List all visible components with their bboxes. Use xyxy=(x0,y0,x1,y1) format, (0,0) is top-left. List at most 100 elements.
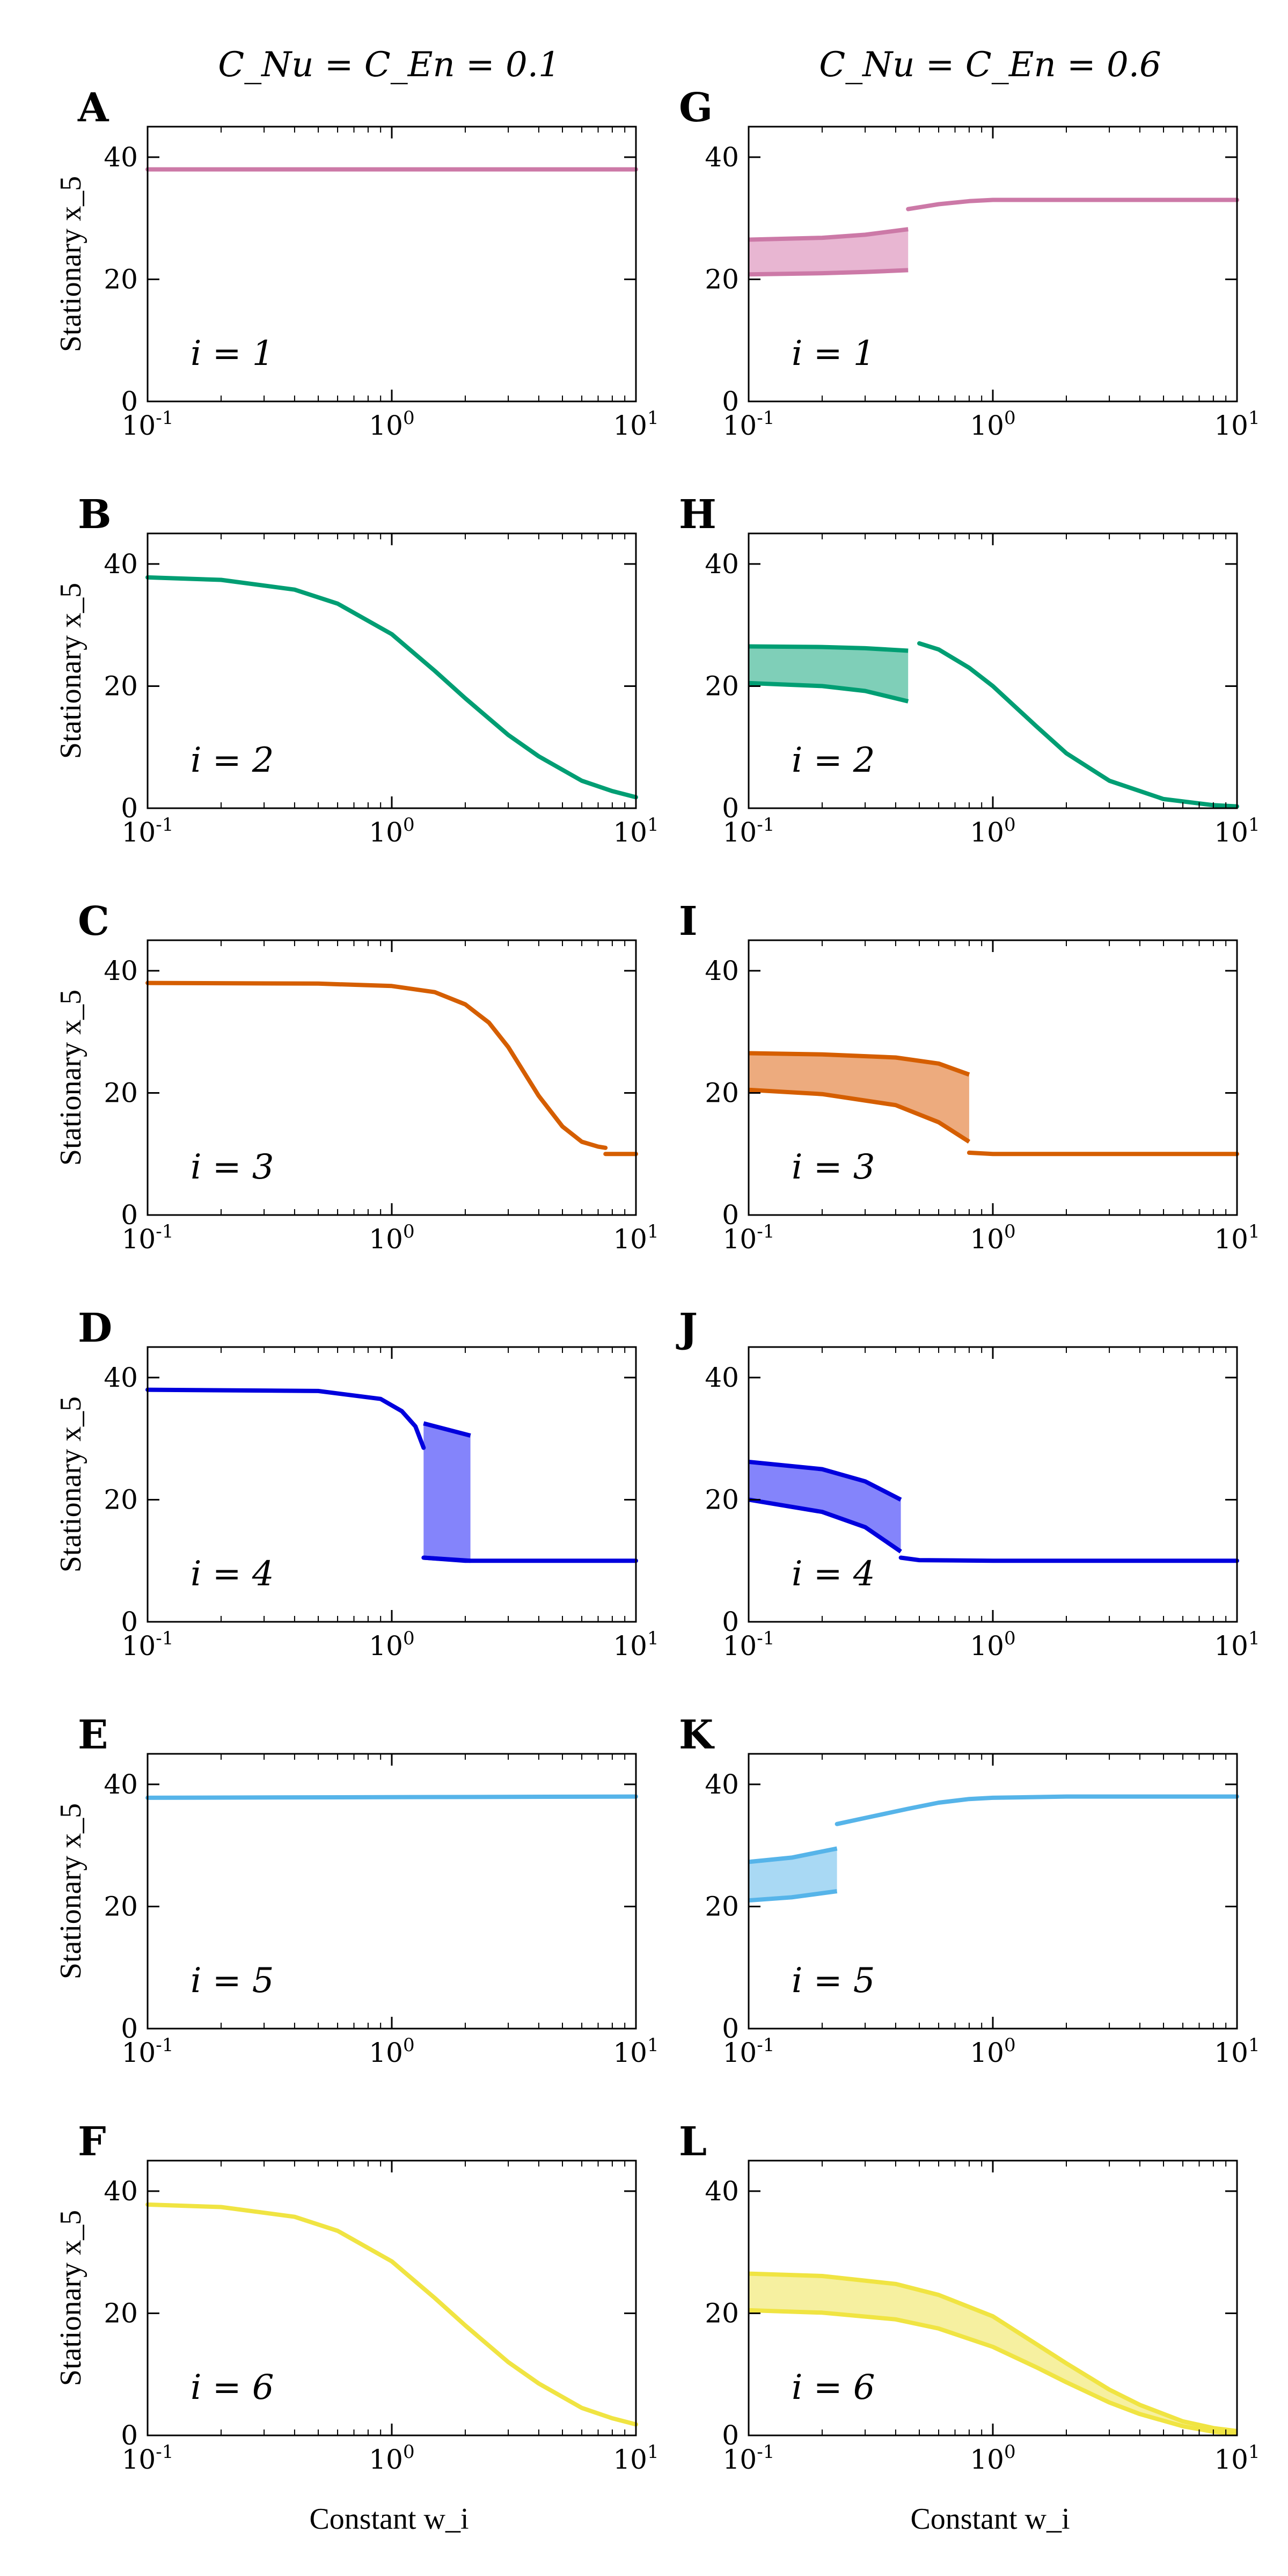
y-tick-label: 0 xyxy=(121,1199,138,1231)
y-axis-label: Stationary x_5 xyxy=(54,583,87,759)
x-tick-label: 100 xyxy=(970,814,1015,848)
y-tick-label: 20 xyxy=(705,1891,739,1922)
x-axis-label-right: Constant w_i xyxy=(910,2502,1070,2536)
band-upper-line xyxy=(748,227,909,242)
band-upper-line xyxy=(748,1051,970,1077)
i-label-g: i = 1 xyxy=(792,334,875,374)
band-lower-line xyxy=(748,1497,902,1554)
x-tick-label: 100 xyxy=(970,1628,1015,1662)
column-title-right: C_Nu = C_En = 0.6 xyxy=(819,45,1161,85)
panel-l: L 0 20 40 10-1 100 101 i = 6 xyxy=(679,2119,1260,2475)
x-tick-label: 10-1 xyxy=(723,1221,775,1255)
y-tick-label: 20 xyxy=(705,1484,739,1515)
x-tick-label: 101 xyxy=(613,2035,658,2068)
x-tick-label: 101 xyxy=(1214,1221,1260,1255)
y-tick-label: 20 xyxy=(104,1484,138,1515)
y-tick-label: 40 xyxy=(104,1362,138,1393)
y-axis-label: Stationary x_5 xyxy=(54,176,87,352)
i-label-b: i = 2 xyxy=(191,741,274,780)
x-tick-label: 101 xyxy=(1214,2035,1260,2068)
y-tick-label: 20 xyxy=(705,670,739,701)
x-tick-label: 10-1 xyxy=(723,2035,775,2068)
x-tick-label: 10-1 xyxy=(122,1221,174,1255)
i-label-l: i = 6 xyxy=(792,2368,875,2407)
x-tick-label: 101 xyxy=(1214,2441,1260,2475)
x-tick-label: 100 xyxy=(369,814,414,848)
y-tick-label: 20 xyxy=(104,2297,138,2329)
band-upper-line xyxy=(423,1421,471,1438)
x-tick-label: 100 xyxy=(970,2441,1015,2475)
x-tick-label: 100 xyxy=(369,407,414,441)
band-lower-line xyxy=(748,680,909,704)
y-tick-label: 40 xyxy=(104,1769,138,1800)
series-line-stable xyxy=(145,575,638,800)
x-tick-label: 101 xyxy=(1214,814,1260,848)
y-axis-label: Stationary x_5 xyxy=(54,1396,87,1572)
panel-letter-a: A xyxy=(77,85,109,131)
band-lower-line xyxy=(748,1889,838,1903)
y-tick-label: 0 xyxy=(121,2013,138,2044)
y-tick-label: 0 xyxy=(121,2420,138,2451)
x-tick-label: 101 xyxy=(613,1221,658,1255)
series-line-upper xyxy=(145,1387,426,1450)
panel-letter-j: J xyxy=(676,1305,698,1351)
series-line-low xyxy=(967,1150,1239,1157)
panel-a: A Stationary x_5 0 20 40 10-1 100 101 i = 1 xyxy=(54,85,659,441)
series-line-stable xyxy=(145,980,608,1150)
panel-j: J 0 20 40 10-1 100 101 i = 4 xyxy=(676,1305,1260,1662)
y-tick-label: 20 xyxy=(705,264,739,295)
panel-letter-c: C xyxy=(78,898,109,945)
panel-k: K 0 20 40 10-1 100 101 i = 5 xyxy=(679,1712,1260,2068)
y-tick-label: 0 xyxy=(722,793,739,824)
panel-e: E Stationary x_5 0 20 40 10-1 100 101 i = 5 xyxy=(54,1712,659,2068)
y-tick-label: 0 xyxy=(121,1606,138,1637)
band-upper-line xyxy=(748,1846,838,1864)
i-label-k: i = 5 xyxy=(792,1961,875,2001)
x-tick-label: 100 xyxy=(369,1221,414,1255)
series-line-stable xyxy=(145,1794,638,1800)
panel-letter-i: I xyxy=(679,898,698,945)
panel-letter-k: K xyxy=(679,1712,715,1758)
i-label-j: i = 4 xyxy=(792,1554,875,1594)
x-tick-label: 101 xyxy=(613,407,658,441)
y-axis-label: Stationary x_5 xyxy=(54,990,87,1166)
i-label-f: i = 6 xyxy=(191,2368,274,2407)
panel-g: G 0 20 40 10-1 100 101 i = 1 xyxy=(679,85,1260,441)
x-tick-label: 10-1 xyxy=(122,2441,174,2475)
x-tick-label: 10-1 xyxy=(723,1628,775,1662)
panel-d: D Stationary x_5 0 20 40 10-1 100 101 i = 4 xyxy=(54,1305,659,1662)
band-fill xyxy=(749,1461,901,1552)
series-line-upper xyxy=(835,1794,1239,1826)
panel-letter-h: H xyxy=(679,492,716,538)
y-tick-label: 40 xyxy=(104,142,138,173)
series-line-stable xyxy=(917,641,1239,809)
y-tick-label: 40 xyxy=(104,955,138,986)
x-tick-label: 100 xyxy=(970,2035,1015,2068)
band-fill xyxy=(749,646,909,701)
y-tick-label: 40 xyxy=(705,955,739,986)
y-tick-label: 20 xyxy=(104,1891,138,1922)
y-tick-label: 40 xyxy=(705,548,739,580)
i-label-h: i = 2 xyxy=(792,741,875,780)
i-label-c: i = 3 xyxy=(191,1147,274,1187)
y-tick-label: 40 xyxy=(705,1769,739,1800)
y-tick-label: 20 xyxy=(104,264,138,295)
band-fill xyxy=(749,2273,1237,2434)
y-tick-label: 20 xyxy=(104,670,138,701)
column-title-left: C_Nu = C_En = 0.1 xyxy=(218,45,560,85)
y-tick-label: 40 xyxy=(104,2176,138,2207)
panel-letter-f: F xyxy=(78,2119,106,2165)
band-fill xyxy=(423,1423,471,1561)
band-upper-line xyxy=(748,1459,902,1502)
x-tick-label: 10-1 xyxy=(122,1628,174,1662)
x-tick-label: 101 xyxy=(1214,407,1260,441)
series-line-stable xyxy=(145,2202,638,2427)
x-tick-label: 101 xyxy=(613,2441,658,2475)
panels: A Stationary x_5 0 20 40 10-1 100 101 i = 1 B Stat… xyxy=(54,85,1260,2475)
x-tick-label: 100 xyxy=(369,2035,414,2068)
series-line-upper xyxy=(906,197,1239,211)
x-tick-label: 10-1 xyxy=(723,407,775,441)
panel-letter-b: B xyxy=(78,492,112,538)
panel-b: B Stationary x_5 0 20 40 10-1 100 101 i = 2 xyxy=(54,492,659,848)
